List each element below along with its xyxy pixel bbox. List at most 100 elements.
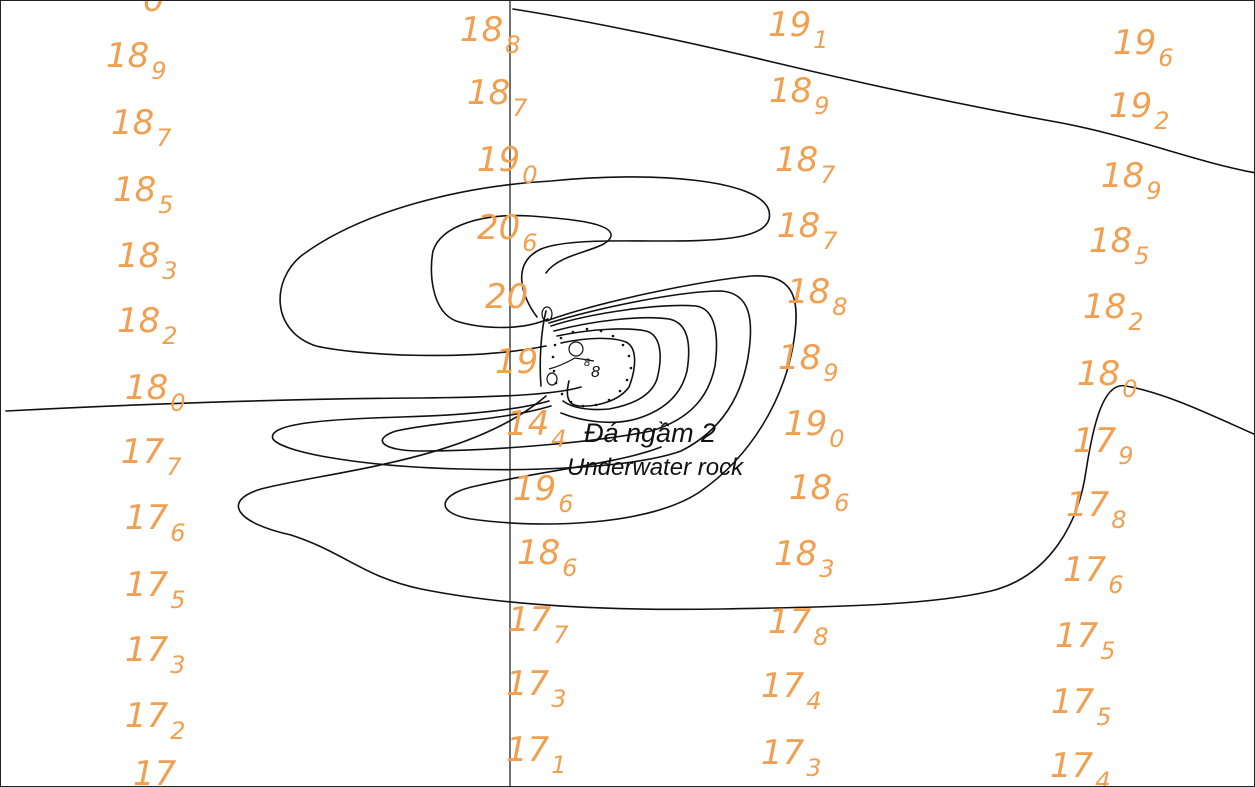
sounding-37: 196 [1113, 23, 1174, 72]
sounding-fraction: 3 [806, 754, 821, 782]
sounding-fraction: 9 [151, 57, 166, 85]
sounding-47: 175 [1051, 682, 1112, 731]
rock-symbol-upper [541, 306, 553, 322]
sounding-whole: 18 [117, 301, 160, 341]
sounding-38: 192 [1109, 86, 1170, 135]
depth-contour-north [512, 8, 1254, 174]
sounding-whole: 19 [768, 5, 811, 45]
sounding-fraction: 0 [522, 161, 537, 189]
sounding-19: 144 [506, 404, 567, 453]
sounding-whole: 18 [517, 533, 560, 573]
sounding-whole: 19 [477, 140, 520, 180]
sounding-31: 190 [784, 404, 845, 453]
sounding-27: 187 [775, 140, 836, 189]
sounding-whole: 17 [125, 630, 169, 670]
rock-small-depth: 8 [591, 364, 600, 381]
sounding-fraction: 8 [832, 293, 847, 321]
sounding-fraction: 6 [562, 554, 577, 582]
sounding-whole: 17 [506, 730, 550, 770]
sounding-whole: 17 [508, 600, 552, 640]
sounding-whole: 18 [775, 140, 818, 180]
depth-contour-ring-5 [556, 328, 661, 411]
sounding-fraction: 2 [162, 322, 177, 350]
sounding-whole: 17 [121, 432, 165, 472]
sounding-46: 175 [1055, 616, 1116, 665]
sounding-36: 173 [761, 733, 822, 782]
sounding-whole: 17 [1055, 616, 1099, 656]
sounding-42: 180 [1077, 354, 1138, 403]
sounding-fraction: 5 [1134, 242, 1149, 270]
sounding-whole: 18 [113, 170, 156, 210]
sounding-whole: 19 [784, 404, 827, 444]
sounding-48: 174 [1050, 746, 1111, 787]
sounding-29: 188 [787, 272, 848, 321]
sounding-5: 182 [117, 301, 178, 350]
sounding-whole: 19 [1113, 23, 1156, 63]
sounding-whole: 18 [787, 272, 830, 312]
sounding-fraction: 8 [813, 623, 828, 651]
sounding-fraction: 4 [806, 687, 821, 715]
sounding-43: 179 [1073, 421, 1134, 470]
sounding-24: 171 [506, 730, 567, 779]
sounding-fraction: 6 [1158, 44, 1173, 72]
sounding-whole: 18 [769, 71, 812, 111]
sounding-44: 178 [1066, 485, 1127, 534]
sounding-whole: 17 [133, 754, 177, 787]
sounding-9: 175 [125, 565, 186, 614]
sounding-fraction: 6 [170, 519, 185, 547]
sounding-fraction: 3 [170, 651, 185, 679]
danger-dotted-line [551, 327, 633, 408]
sounding-41: 182 [1083, 287, 1144, 336]
sounding-whole: 18 [106, 36, 149, 76]
depth-contour-south-lobe [237, 385, 1254, 611]
sounding-fraction: 9 [823, 359, 838, 387]
sounding-whole: 20 [477, 208, 520, 248]
sounding-35: 174 [761, 666, 822, 715]
sounding-fraction: 5 [170, 586, 185, 614]
sounding-20: 196 [513, 469, 574, 518]
sounding-whole: 17 [761, 733, 805, 773]
sounding-whole: 18 [1101, 156, 1144, 196]
sounding-fraction: 0 [170, 389, 185, 417]
sounding-whole: 17 [125, 696, 169, 736]
sounding-whole: 18 [1077, 354, 1120, 394]
sounding-whole: 18 [774, 534, 817, 574]
sounding-whole: 17 [768, 602, 812, 642]
sounding-whole: 17 [1050, 746, 1094, 786]
rock-symbol-core [568, 341, 584, 357]
sounding-11: 172 [125, 696, 186, 745]
sounding-fraction: 7 [820, 161, 836, 189]
sounding-whole: 18 [777, 206, 820, 246]
sounding-fraction: 6 [522, 229, 537, 257]
sounding-fraction: 4 [1095, 767, 1110, 787]
depth-contour-west-edge [539, 310, 547, 387]
sounding-fraction: 5 [1096, 703, 1111, 731]
sounding-40: 185 [1089, 221, 1150, 270]
sounding-whole: 20 [485, 277, 528, 317]
sounding-fraction: 1 [813, 26, 828, 54]
sounding-25: 191 [768, 5, 829, 54]
sounding-14: 187 [467, 73, 528, 122]
depth-contour-inner-north [430, 214, 612, 329]
sounding-15: 190 [477, 140, 538, 189]
sounding-34: 178 [768, 602, 829, 651]
sounding-fraction: 9 [1118, 442, 1133, 470]
sounding-whole: 18 [125, 368, 168, 408]
sounding-fraction: 0 [1122, 375, 1137, 403]
sounding-fraction: 7 [512, 94, 528, 122]
sounding-whole: 18 [467, 73, 510, 113]
sounding-fraction: 9 [814, 92, 829, 120]
sounding-22: 177 [508, 600, 569, 649]
rock-pointer-line [548, 357, 595, 370]
sounding-fraction: 0 [829, 425, 844, 453]
sounding-1: 189 [106, 36, 167, 85]
sounding-fraction: 6 [1108, 571, 1123, 599]
sounding-whole: 17 [1073, 421, 1117, 461]
depth-contour-ring-4 [553, 316, 690, 424]
sounding-fraction: 5 [1100, 637, 1115, 665]
sounding-whole: 18 [1083, 287, 1126, 327]
sounding-fraction: 5 [158, 191, 173, 219]
sounding-whole: 19 [513, 469, 556, 509]
sounding-2: 187 [111, 103, 172, 152]
